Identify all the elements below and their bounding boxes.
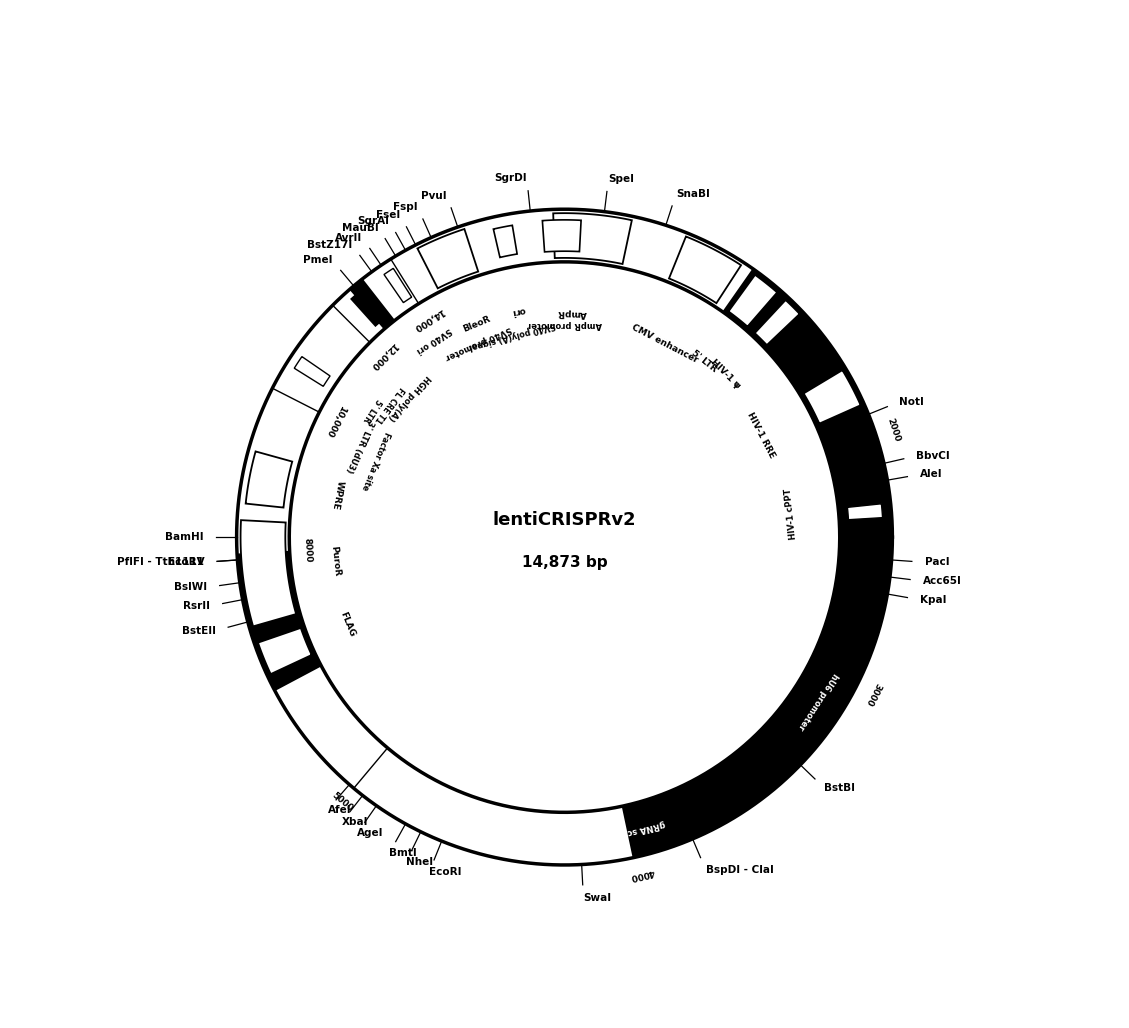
Text: CMV enhancer: CMV enhancer — [630, 323, 700, 365]
Polygon shape — [728, 274, 777, 327]
Text: PacI: PacI — [925, 557, 949, 567]
Polygon shape — [237, 551, 322, 691]
Text: 5000: 5000 — [330, 792, 355, 814]
Polygon shape — [542, 220, 581, 252]
Text: 10,000: 10,000 — [324, 403, 348, 438]
Polygon shape — [240, 520, 296, 626]
Polygon shape — [295, 357, 330, 387]
Text: EFS-NS: EFS-NS — [435, 806, 469, 828]
Text: BstBI: BstBI — [824, 783, 856, 793]
Polygon shape — [237, 210, 892, 865]
Text: 3000: 3000 — [864, 682, 883, 707]
Text: BstZ17I: BstZ17I — [307, 240, 352, 250]
Text: NheI: NheI — [406, 856, 434, 867]
Text: 12,000: 12,000 — [368, 340, 399, 371]
Text: AmpR promoter: AmpR promoter — [527, 320, 602, 329]
Polygon shape — [257, 628, 312, 674]
Text: AfeI: AfeI — [327, 805, 351, 814]
Polygon shape — [848, 504, 883, 520]
Text: 2000: 2000 — [886, 417, 902, 443]
Text: SnaBI: SnaBI — [676, 188, 710, 198]
Text: XbaI: XbaI — [342, 816, 369, 827]
Polygon shape — [246, 451, 292, 508]
Text: Factor Xa site: Factor Xa site — [360, 431, 392, 491]
Polygon shape — [804, 370, 860, 424]
Polygon shape — [669, 236, 741, 303]
Polygon shape — [418, 229, 479, 288]
Text: AmpR: AmpR — [558, 307, 587, 318]
Text: SpeI: SpeI — [609, 174, 634, 184]
Text: SV40 poly(A) signal: SV40 poly(A) signal — [469, 320, 557, 351]
Text: RsrII: RsrII — [183, 601, 210, 611]
Text: 8000: 8000 — [303, 538, 313, 563]
Text: gRNA scaffold: gRNA scaffold — [598, 819, 666, 843]
Text: HIV-1 cPPT: HIV-1 cPPT — [784, 487, 797, 540]
Text: PflFI - Tth1111: PflFI - Tth1111 — [117, 557, 204, 567]
Text: BspDI - ClaI: BspDI - ClaI — [706, 865, 773, 875]
Text: hU6 promoter: hU6 promoter — [796, 671, 839, 732]
Text: FL CRE T1: FL CRE T1 — [373, 386, 405, 425]
Text: PmeI: PmeI — [303, 255, 332, 265]
Text: EcoRV: EcoRV — [167, 557, 204, 567]
Text: HIV-1 ψ: HIV-1 ψ — [709, 358, 742, 391]
Text: BslWI: BslWI — [174, 582, 207, 592]
Text: WPRE: WPRE — [331, 480, 344, 510]
Text: PuroR: PuroR — [329, 546, 341, 577]
Text: FLAG: FLAG — [339, 611, 357, 638]
Text: BmtI: BmtI — [390, 848, 418, 858]
Text: FseI: FseI — [376, 211, 401, 220]
Polygon shape — [622, 268, 892, 857]
Text: BleoR: BleoR — [461, 314, 491, 333]
Text: 3' LTR (dU3): 3' LTR (dU3) — [344, 418, 375, 474]
Text: 14,000: 14,000 — [411, 306, 446, 332]
Text: 14,873 bp: 14,873 bp — [522, 555, 607, 571]
Polygon shape — [754, 300, 799, 345]
Text: MauBI: MauBI — [342, 222, 378, 232]
Text: PvuI: PvuI — [421, 190, 447, 200]
Text: NotI: NotI — [900, 397, 925, 407]
Polygon shape — [493, 225, 517, 257]
Polygon shape — [384, 268, 412, 302]
Text: KpaI: KpaI — [920, 595, 946, 604]
Text: SgrDI: SgrDI — [495, 173, 527, 183]
Text: AvrII: AvrII — [335, 232, 362, 243]
Text: lentiCRISPRv2: lentiCRISPRv2 — [492, 512, 637, 529]
Polygon shape — [349, 279, 395, 329]
Text: BstEII: BstEII — [182, 626, 216, 635]
Text: EcoRI: EcoRI — [429, 867, 462, 877]
Text: FspI: FspI — [393, 203, 418, 212]
Text: BbvCI: BbvCI — [917, 451, 951, 461]
Polygon shape — [553, 213, 632, 264]
Text: AleI: AleI — [920, 470, 943, 479]
Text: AgeI: AgeI — [358, 828, 384, 838]
Text: SV40 ori: SV40 ori — [414, 325, 453, 355]
Text: SgrAI: SgrAI — [358, 216, 390, 226]
Text: ori: ori — [510, 305, 526, 317]
Text: SV40 promoter: SV40 promoter — [444, 325, 513, 362]
Text: SwaI: SwaI — [584, 892, 612, 903]
Text: 4000: 4000 — [629, 868, 656, 882]
Polygon shape — [350, 288, 386, 327]
Text: 5' LTR: 5' LTR — [690, 348, 718, 374]
Text: HIV-1 RRE: HIV-1 RRE — [745, 410, 777, 460]
Text: BamHI: BamHI — [165, 533, 203, 542]
Text: 5' LTR: 5' LTR — [360, 397, 383, 424]
Text: Acc65I: Acc65I — [922, 576, 962, 586]
Text: HGH poly(A): HGH poly(A) — [386, 373, 432, 421]
